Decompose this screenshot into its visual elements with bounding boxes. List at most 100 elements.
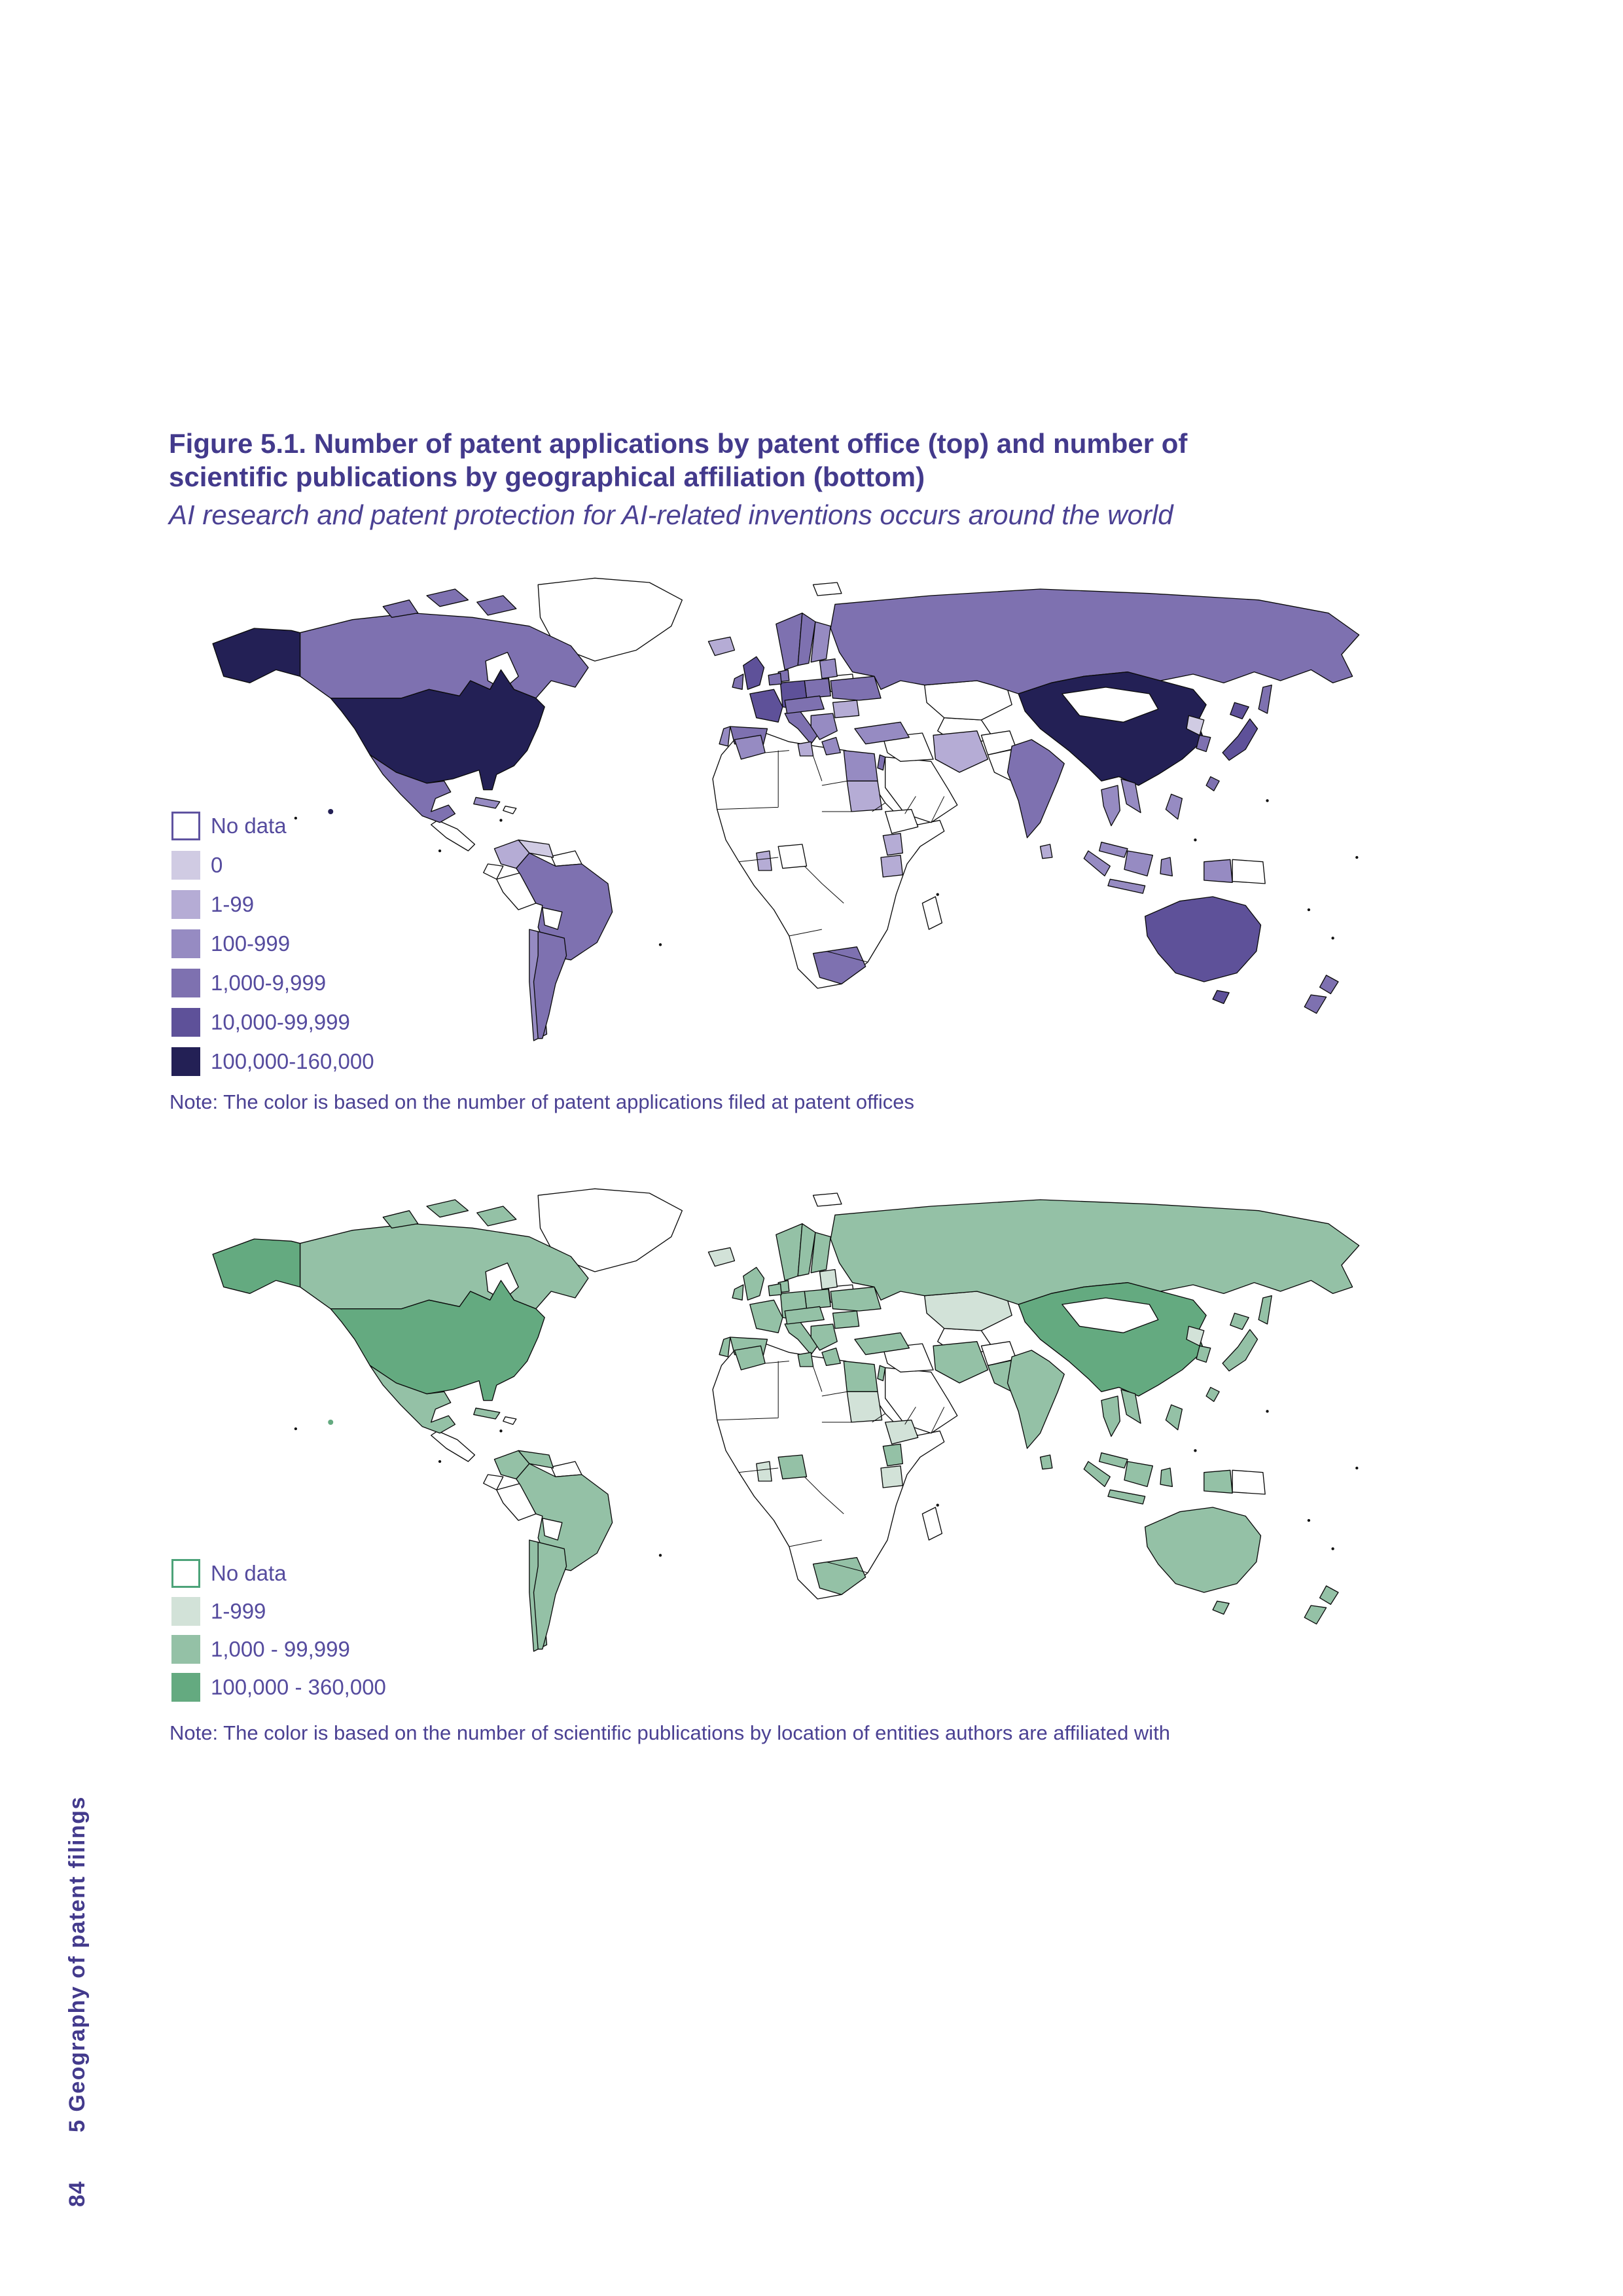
patent-map-legend-item: 100-999: [171, 929, 374, 958]
patent-map-region-poland: [804, 678, 831, 699]
patent-map-region-japan-honshu: [1222, 718, 1258, 761]
publication-map-legend-swatch: [171, 1597, 200, 1626]
patent-map-region-syria-iraq: [882, 732, 934, 762]
publication-map-region-syria-iraq: [882, 1343, 934, 1372]
patent-map-region-arabia-borders: [904, 796, 945, 823]
publication-map-region-portugal: [719, 1336, 731, 1357]
patent-map-region-south-korea: [1196, 734, 1211, 753]
publication-map-region-balkans: [810, 1323, 838, 1351]
publication-map-region-bolivia: [542, 1518, 563, 1541]
patent-map-region-speck-3: [438, 849, 442, 853]
publication-map-region-ireland: [732, 1284, 744, 1300]
page-number: 84: [65, 2181, 90, 2207]
patent-map-region-speck-4: [658, 943, 662, 946]
patent-map-legend-label: 100,000-160,000: [211, 1049, 374, 1073]
publication-map-legend-item: 1-999: [171, 1597, 386, 1626]
publication-map-region-nz-north: [1319, 1585, 1339, 1605]
patent-map-legend-item: No data: [171, 812, 374, 840]
patent-map-region-ireland: [732, 673, 744, 690]
publication-map-region-hispaniola: [503, 1416, 517, 1425]
patent-map-legend-item: 1,000-9,999: [171, 969, 374, 997]
patent-map-region-sakhalin: [1258, 685, 1272, 714]
publication-map-region-speck-2: [499, 1429, 503, 1433]
patent-map-legend: No data 0 1-99 100-999 1,000-9,999 10,000-99,…: [171, 812, 374, 1076]
patent-map-region-finland: [810, 621, 831, 663]
publication-map-region-france: [749, 1299, 783, 1333]
patent-map-region-hawaii: [328, 809, 334, 814]
publication-map-region-japan-honshu: [1222, 1329, 1258, 1372]
publication-map-region-ecuador: [483, 1474, 504, 1490]
publication-map-region-ghana: [756, 1461, 772, 1482]
publication-map-region-speck-1: [294, 1427, 298, 1431]
publication-map-region-speck-3: [438, 1460, 442, 1463]
publication-map-region-indonesia-java: [1107, 1489, 1146, 1505]
publication-map-region-speck-4: [658, 1554, 662, 1557]
publication-map-region-mongolia: [1061, 1297, 1159, 1333]
patent-map-region-ghana: [756, 850, 772, 871]
publication-map-region-sri-lanka: [1039, 1454, 1053, 1470]
patent-map-region-africa-borders: [717, 750, 885, 963]
publication-map-region-argentina: [533, 1541, 567, 1650]
patent-map-region-philippines: [1165, 793, 1183, 820]
patent-map-region-thailand: [1101, 785, 1120, 827]
patent-map-legend-swatch: [171, 1047, 200, 1076]
patent-map-region-guyanas: [550, 850, 582, 867]
patent-map-region-vietnam: [1120, 778, 1141, 814]
patent-map-region-alaska: [212, 628, 301, 683]
patent-map-region-sweden: [797, 613, 816, 666]
patent-map-region-central-europe: [784, 695, 825, 714]
patent-map-legend-swatch: [171, 929, 200, 958]
chapter-sidebar-label: 5 Geography of patent filings: [65, 1796, 90, 2132]
patent-map-region-kenya: [882, 833, 904, 856]
publication-map-region-greenland: [537, 1188, 683, 1272]
patent-map-legend-label: 1-99: [211, 892, 255, 916]
publication-map-region-nigeria: [777, 1454, 808, 1480]
publication-map-region-canada-island-1: [426, 1199, 469, 1218]
patent-map-legend-label: 10,000-99,999: [211, 1010, 350, 1034]
patent-map-region-canada-island-1: [426, 588, 469, 607]
publication-map-region-netherlands: [768, 1283, 782, 1297]
patent-map-region-speck-2: [499, 819, 503, 822]
publication-map-region-canada-island-3: [382, 1210, 419, 1229]
patent-map-region-hispaniola: [503, 806, 517, 815]
publication-map-region-japan-hokkaido: [1230, 1312, 1249, 1330]
patent-map-region-central-america: [431, 819, 476, 852]
publications-map-legend: No data 1-999 1,000 - 99,999 100,000 - 360,…: [171, 1559, 386, 1702]
patent-map-legend-label: No data: [211, 814, 287, 838]
publication-map-region-tanzania: [880, 1465, 904, 1488]
patent-map-region-mongolia: [1061, 687, 1159, 723]
publication-map-svg: [212, 1188, 1360, 1652]
patent-map-note: Note: The color is based on the number o…: [169, 1090, 914, 1113]
publication-map-region-canada-island-2: [476, 1206, 517, 1227]
patent-map-region-baltics: [819, 658, 838, 679]
publication-map-region-india: [1007, 1350, 1065, 1449]
publication-map-region-tasmania: [1212, 1600, 1230, 1615]
patent-map-region-balkans: [810, 713, 838, 740]
publication-map-region-egypt: [843, 1361, 878, 1392]
patent-map-region-ukraine: [830, 675, 882, 701]
publication-map-region-taiwan: [1205, 1387, 1220, 1402]
publication-map-region-south-korea: [1196, 1345, 1211, 1363]
patent-map-region-svalbard: [812, 582, 842, 596]
publication-map-region-turkey: [854, 1332, 910, 1355]
patent-map-region-venezuela: [518, 839, 554, 858]
patent-map-region-speck-10: [1194, 838, 1197, 842]
patent-map-region-nigeria: [777, 844, 808, 869]
patent-map-region-malaysia: [1098, 842, 1128, 858]
patent-map-region-canada-island-3: [382, 600, 419, 618]
patent-map-svg: [212, 577, 1360, 1041]
publication-map-region-tunisia: [797, 1352, 814, 1367]
patent-map-region-japan-hokkaido: [1230, 702, 1249, 719]
patent-applications-map: [167, 576, 1368, 1073]
patent-map-region-speck-5: [936, 893, 939, 896]
publication-map-region-australia: [1145, 1507, 1262, 1593]
publication-map-region-south-africa: [812, 1557, 866, 1595]
patent-map-legend-item: 0: [171, 851, 374, 880]
patent-map-region-netherlands: [768, 672, 782, 686]
patent-map-region-ethiopia: [884, 809, 919, 834]
publication-map-region-ukraine: [830, 1286, 882, 1312]
patent-map-legend-swatch: [171, 890, 200, 919]
publication-map-legend-item: No data: [171, 1559, 386, 1588]
patent-map-region-south-africa: [812, 946, 866, 985]
patent-map-region-sudan: [846, 780, 883, 812]
